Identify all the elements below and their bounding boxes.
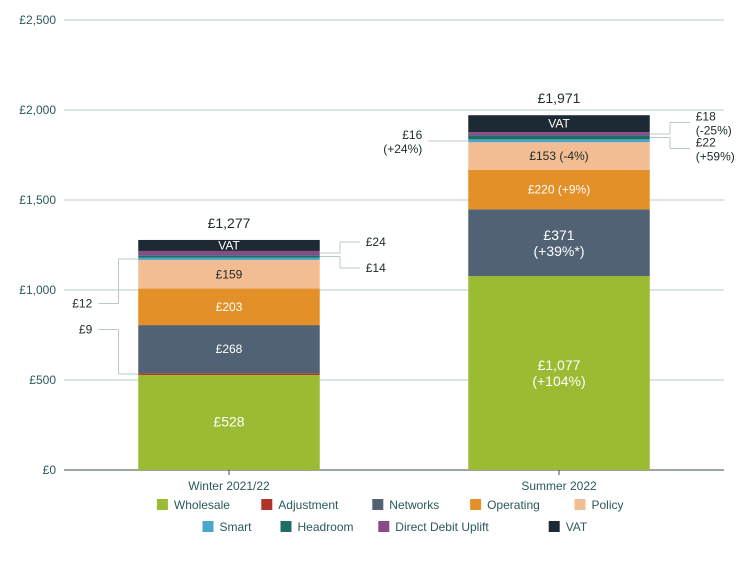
legend-label-policy: Policy xyxy=(592,498,624,512)
callout-sublabel: (+24%) xyxy=(383,142,422,156)
legend-swatch-adjustment xyxy=(261,499,272,510)
legend-swatch-vat xyxy=(549,521,560,532)
segment-label: £203 xyxy=(216,300,243,314)
legend-label-wholesale: Wholesale xyxy=(174,498,230,512)
segment-direct_debit xyxy=(468,132,650,135)
legend-swatch-smart xyxy=(203,521,214,532)
callout-label: £16 xyxy=(402,128,422,142)
segment-headroom xyxy=(138,255,320,258)
x-category-label: Summer 2022 xyxy=(521,479,597,493)
legend-label-operating: Operating xyxy=(487,498,540,512)
callout-label: £24 xyxy=(366,235,386,249)
segment-adjustment xyxy=(138,373,320,375)
segment-sublabel: (+39%*) xyxy=(534,243,585,259)
callout-label: £18 xyxy=(696,110,716,124)
legend-label-adjustment: Adjustment xyxy=(278,498,339,512)
y-tick-label: £1,000 xyxy=(19,283,56,297)
segment-smart xyxy=(468,139,650,142)
legend-label-vat: VAT xyxy=(566,520,588,534)
segment-smart xyxy=(138,258,320,260)
segment-label: £153 (-4%) xyxy=(529,149,588,163)
segment-headroom xyxy=(468,135,650,139)
stacked-bar-chart: £0 £500 £1,000 £1,500 £2,000 £2,500 £528 £268 £2… xyxy=(0,0,754,563)
legend-swatch-wholesale xyxy=(157,499,168,510)
legend-label-headroom: Headroom xyxy=(298,520,354,534)
callout-label: £9 xyxy=(79,323,93,337)
chart-container: £0 £500 £1,000 £1,500 £2,000 £2,500 £528 £268 £2… xyxy=(0,0,754,563)
segment-label: £371 xyxy=(543,227,574,243)
bar-total-label: £1,277 xyxy=(208,215,251,231)
y-tick-label: £0 xyxy=(43,463,57,477)
legend-swatch-direct_debit xyxy=(378,521,389,532)
segment-label: £528 xyxy=(213,413,244,429)
bar-total-label: £1,971 xyxy=(538,90,581,106)
legend-swatch-policy xyxy=(575,499,586,510)
legend-label-direct_debit: Direct Debit Uplift xyxy=(395,520,489,534)
segment-label-vat: VAT xyxy=(218,238,240,252)
segment-label: £1,077 xyxy=(538,357,581,373)
legend-swatch-headroom xyxy=(281,521,292,532)
y-tick-label: £1,500 xyxy=(19,193,56,207)
legend-swatch-operating xyxy=(470,499,481,510)
callout-label: £22 xyxy=(696,136,716,150)
segment-sublabel: (+104%) xyxy=(532,373,585,389)
y-tick-label: £500 xyxy=(29,373,56,387)
legend-swatch-networks xyxy=(372,499,383,510)
y-tick-label: £2,500 xyxy=(19,13,56,27)
segment-label: £159 xyxy=(216,267,243,281)
segment-label-vat: VAT xyxy=(548,117,570,131)
callout-sublabel: (+59%) xyxy=(696,150,735,164)
x-category-label: Winter 2021/22 xyxy=(188,479,270,493)
legend-label-networks: Networks xyxy=(389,498,439,512)
segment-label: £220 (+9%) xyxy=(528,183,590,197)
y-tick-label: £2,000 xyxy=(19,103,56,117)
legend-label-smart: Smart xyxy=(220,520,253,534)
callout-label: £14 xyxy=(366,261,386,275)
segment-label: £268 xyxy=(216,342,243,356)
callout-label: £12 xyxy=(72,297,92,311)
